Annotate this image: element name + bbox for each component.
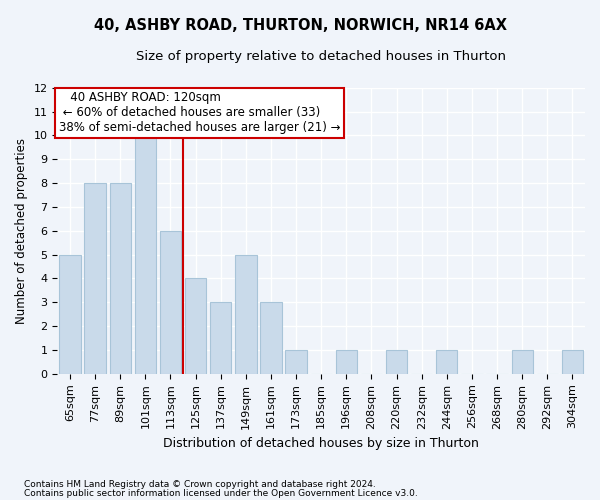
Text: Contains HM Land Registry data © Crown copyright and database right 2024.: Contains HM Land Registry data © Crown c…: [24, 480, 376, 489]
Text: 40 ASHBY ROAD: 120sqm
 ← 60% of detached houses are smaller (33)
38% of semi-det: 40 ASHBY ROAD: 120sqm ← 60% of detached …: [59, 92, 340, 134]
Bar: [286, 350, 307, 374]
Bar: [260, 302, 281, 374]
Bar: [436, 350, 457, 374]
Bar: [185, 278, 206, 374]
Bar: [386, 350, 407, 374]
Bar: [59, 254, 80, 374]
Bar: [562, 350, 583, 374]
Bar: [85, 183, 106, 374]
X-axis label: Distribution of detached houses by size in Thurton: Distribution of detached houses by size …: [163, 437, 479, 450]
Text: Contains public sector information licensed under the Open Government Licence v3: Contains public sector information licen…: [24, 488, 418, 498]
Text: 40, ASHBY ROAD, THURTON, NORWICH, NR14 6AX: 40, ASHBY ROAD, THURTON, NORWICH, NR14 6…: [94, 18, 506, 32]
Title: Size of property relative to detached houses in Thurton: Size of property relative to detached ho…: [136, 50, 506, 63]
Bar: [210, 302, 232, 374]
Bar: [160, 231, 181, 374]
Bar: [335, 350, 357, 374]
Bar: [110, 183, 131, 374]
Bar: [134, 136, 156, 374]
Bar: [512, 350, 533, 374]
Bar: [235, 254, 257, 374]
Y-axis label: Number of detached properties: Number of detached properties: [15, 138, 28, 324]
